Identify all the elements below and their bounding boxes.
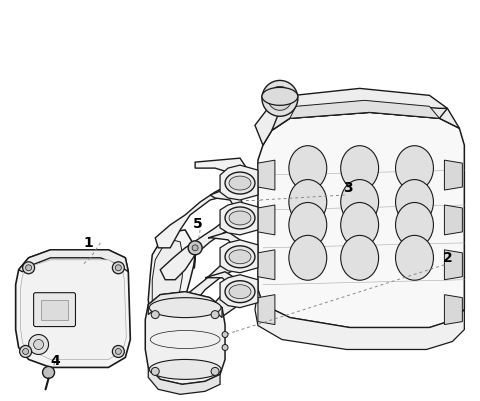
Ellipse shape [229, 285, 251, 299]
Circle shape [112, 346, 124, 357]
Polygon shape [258, 295, 275, 324]
Polygon shape [220, 240, 258, 273]
Text: 2: 2 [443, 251, 452, 265]
Ellipse shape [225, 207, 255, 229]
Ellipse shape [229, 250, 251, 264]
Ellipse shape [396, 203, 433, 247]
Polygon shape [444, 160, 462, 190]
Text: 3: 3 [343, 181, 352, 195]
Circle shape [151, 311, 159, 318]
Polygon shape [152, 240, 183, 340]
Circle shape [25, 265, 32, 271]
Polygon shape [220, 275, 258, 308]
Polygon shape [444, 250, 462, 280]
Polygon shape [21, 260, 126, 359]
Polygon shape [258, 250, 275, 280]
Ellipse shape [396, 235, 433, 280]
Polygon shape [155, 158, 248, 248]
Circle shape [268, 86, 292, 110]
Ellipse shape [225, 172, 255, 194]
Ellipse shape [225, 281, 255, 303]
Circle shape [188, 241, 202, 255]
Circle shape [20, 346, 32, 357]
Polygon shape [444, 205, 462, 235]
Ellipse shape [149, 359, 221, 379]
Ellipse shape [341, 203, 379, 247]
Polygon shape [162, 232, 245, 324]
Circle shape [115, 348, 121, 354]
FancyBboxPatch shape [41, 300, 69, 320]
Ellipse shape [396, 180, 433, 225]
Circle shape [211, 311, 219, 318]
Circle shape [222, 344, 228, 350]
Polygon shape [19, 250, 128, 272]
Polygon shape [16, 250, 130, 367]
FancyBboxPatch shape [34, 293, 75, 326]
Polygon shape [220, 165, 258, 200]
Polygon shape [148, 367, 220, 394]
Circle shape [112, 262, 124, 274]
Circle shape [262, 81, 298, 116]
Polygon shape [444, 295, 462, 324]
Polygon shape [258, 205, 275, 235]
Circle shape [34, 340, 44, 350]
Polygon shape [220, 202, 258, 235]
Polygon shape [258, 160, 275, 190]
Ellipse shape [341, 180, 379, 225]
Circle shape [23, 348, 29, 354]
Polygon shape [255, 290, 464, 350]
Text: 1: 1 [84, 236, 93, 250]
Ellipse shape [289, 180, 327, 225]
Ellipse shape [289, 146, 327, 190]
Polygon shape [168, 272, 243, 367]
Circle shape [151, 367, 159, 375]
Polygon shape [145, 292, 225, 385]
Polygon shape [258, 112, 464, 328]
Polygon shape [148, 230, 195, 348]
Circle shape [211, 367, 219, 375]
Ellipse shape [262, 87, 298, 105]
Circle shape [222, 332, 228, 338]
Ellipse shape [396, 146, 433, 190]
Text: 5: 5 [193, 217, 203, 231]
Ellipse shape [225, 246, 255, 268]
Polygon shape [290, 100, 439, 118]
Polygon shape [160, 188, 245, 280]
Polygon shape [255, 88, 459, 145]
Circle shape [192, 245, 198, 251]
Ellipse shape [149, 298, 221, 318]
Ellipse shape [289, 203, 327, 247]
Ellipse shape [341, 235, 379, 280]
Polygon shape [272, 102, 447, 130]
Circle shape [23, 262, 35, 274]
Circle shape [29, 334, 48, 354]
Ellipse shape [229, 176, 251, 190]
Circle shape [115, 265, 121, 271]
Ellipse shape [229, 211, 251, 225]
Text: 4: 4 [51, 354, 60, 369]
Ellipse shape [341, 146, 379, 190]
Polygon shape [148, 292, 222, 318]
Ellipse shape [289, 235, 327, 280]
Circle shape [43, 367, 55, 379]
